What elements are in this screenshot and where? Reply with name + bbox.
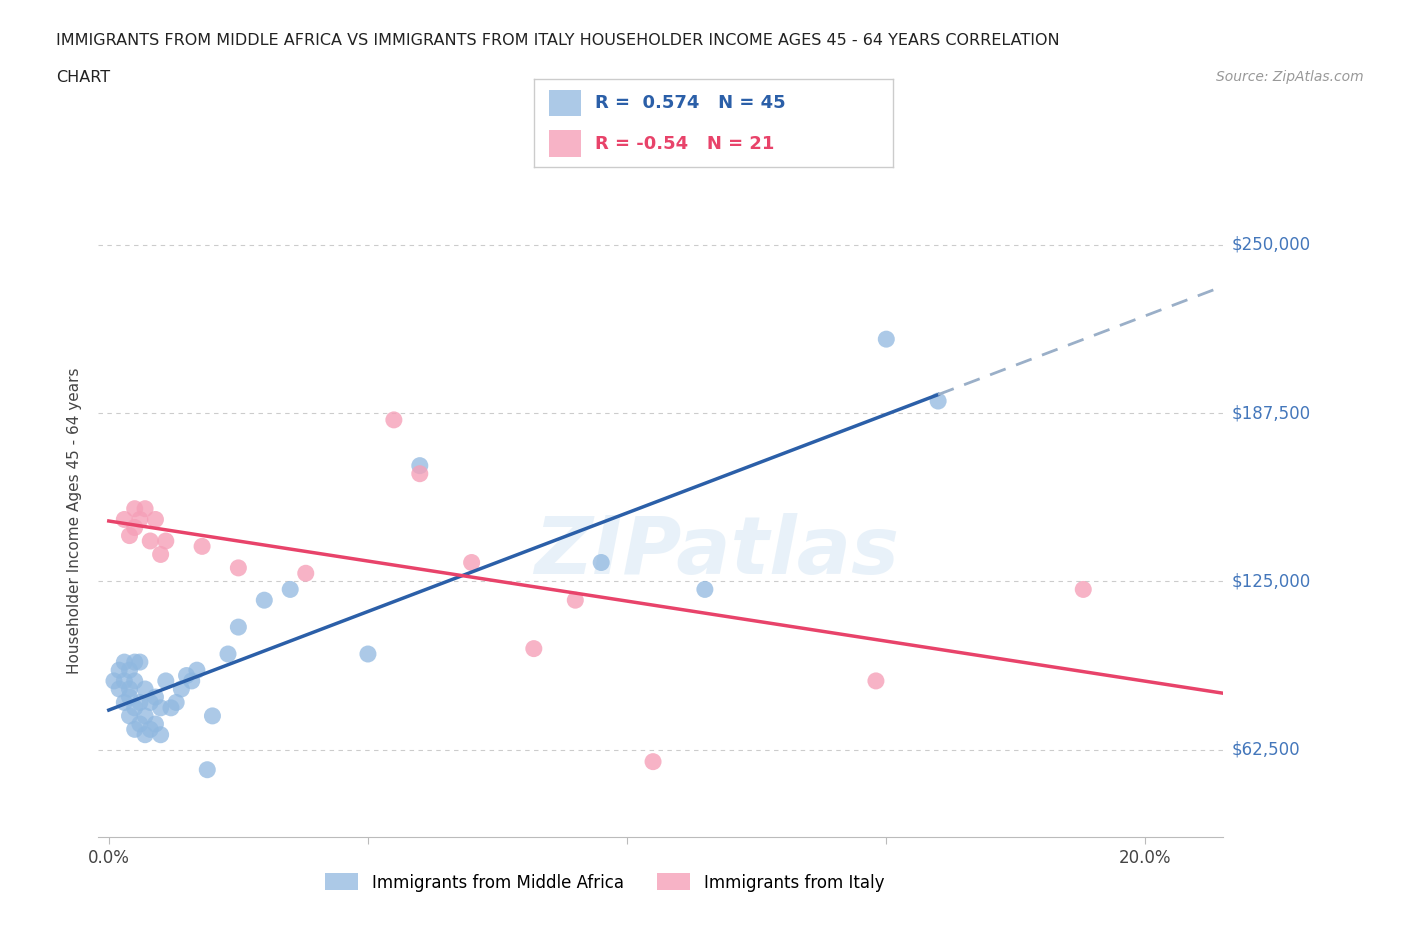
Point xyxy=(217,646,239,661)
Point xyxy=(1071,582,1094,597)
Point xyxy=(253,592,276,607)
Point xyxy=(124,722,146,737)
Point xyxy=(357,646,380,661)
Point xyxy=(191,538,214,553)
Point xyxy=(118,690,141,705)
Point xyxy=(228,561,250,576)
Point xyxy=(139,534,162,549)
Point xyxy=(128,695,150,710)
Point xyxy=(591,555,613,570)
Point xyxy=(139,722,162,737)
Point xyxy=(128,655,150,670)
Point xyxy=(460,555,482,570)
Point xyxy=(564,592,586,607)
Point xyxy=(134,709,156,724)
Point xyxy=(278,582,301,597)
Text: ZIPatlas: ZIPatlas xyxy=(534,513,900,591)
Point xyxy=(118,663,141,678)
Text: Source: ZipAtlas.com: Source: ZipAtlas.com xyxy=(1216,70,1364,84)
Point xyxy=(118,709,141,724)
Point xyxy=(124,501,146,516)
Y-axis label: Householder Income Ages 45 - 64 years: Householder Income Ages 45 - 64 years xyxy=(67,367,83,674)
Legend: Immigrants from Middle Africa, Immigrants from Italy: Immigrants from Middle Africa, Immigrant… xyxy=(318,867,891,898)
Point xyxy=(139,695,162,710)
Text: $125,000: $125,000 xyxy=(1232,572,1310,591)
Point xyxy=(875,332,897,347)
Point xyxy=(145,690,167,705)
Point xyxy=(124,700,146,715)
Point xyxy=(112,695,135,710)
Point xyxy=(118,682,141,697)
Text: IMMIGRANTS FROM MIDDLE AFRICA VS IMMIGRANTS FROM ITALY HOUSEHOLDER INCOME AGES 4: IMMIGRANTS FROM MIDDLE AFRICA VS IMMIGRA… xyxy=(56,33,1060,47)
Point xyxy=(523,641,546,656)
Point xyxy=(134,682,156,697)
Point xyxy=(409,466,432,481)
Point xyxy=(108,663,131,678)
Point xyxy=(228,619,250,634)
Point xyxy=(641,754,664,769)
Point xyxy=(865,673,887,688)
Point xyxy=(124,655,146,670)
Text: R = -0.54   N = 21: R = -0.54 N = 21 xyxy=(595,135,775,153)
Point xyxy=(134,727,156,742)
Point xyxy=(112,655,135,670)
Text: $62,500: $62,500 xyxy=(1232,740,1301,759)
Point xyxy=(186,663,208,678)
Point xyxy=(201,709,224,724)
Point xyxy=(103,673,125,688)
Point xyxy=(145,716,167,731)
Point xyxy=(118,528,141,543)
Point xyxy=(149,547,172,562)
Point xyxy=(145,512,167,527)
Point xyxy=(124,673,146,688)
Point xyxy=(149,700,172,715)
Point xyxy=(165,695,187,710)
Text: R =  0.574   N = 45: R = 0.574 N = 45 xyxy=(595,94,786,112)
Point xyxy=(128,716,150,731)
Point xyxy=(149,727,172,742)
Point xyxy=(155,534,177,549)
Point xyxy=(294,565,316,580)
Point xyxy=(124,520,146,535)
Point xyxy=(112,673,135,688)
Point xyxy=(382,412,405,427)
Point xyxy=(155,673,177,688)
Point xyxy=(112,512,135,527)
Point xyxy=(128,512,150,527)
Bar xyxy=(548,130,581,157)
Point xyxy=(108,682,131,697)
Point xyxy=(160,700,183,715)
Bar xyxy=(548,89,581,116)
Point xyxy=(180,673,202,688)
Point xyxy=(195,763,218,777)
Text: $250,000: $250,000 xyxy=(1232,236,1310,254)
Point xyxy=(170,682,193,697)
Point xyxy=(134,501,156,516)
Point xyxy=(176,668,198,683)
Point xyxy=(927,393,949,408)
Point xyxy=(693,582,716,597)
Text: CHART: CHART xyxy=(56,70,110,85)
Text: $187,500: $187,500 xyxy=(1232,405,1310,422)
Point xyxy=(409,458,432,473)
